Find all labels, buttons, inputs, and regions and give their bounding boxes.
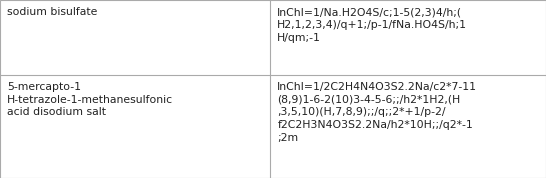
Text: sodium bisulfate: sodium bisulfate (7, 7, 98, 17)
Text: InChI=1/Na.H2O4S/c;1-5(2,3)4/h;(
H2,1,2,3,4)/q+1;/p-1/fNa.HO4S/h;1
H/qm;-1: InChI=1/Na.H2O4S/c;1-5(2,3)4/h;( H2,1,2,… (277, 7, 467, 43)
Text: InChI=1/2C2H4N4O3S2.2Na/c2*7-11
(8,9)1-6-2(10)3-4-5-6;;/h2*1H2,(H
,3,5,10)(H,7,8: InChI=1/2C2H4N4O3S2.2Na/c2*7-11 (8,9)1-6… (277, 82, 477, 143)
Text: 5-mercapto-1
H-tetrazole-1-methanesulfonic
acid disodium salt: 5-mercapto-1 H-tetrazole-1-methanesulfon… (7, 82, 173, 117)
